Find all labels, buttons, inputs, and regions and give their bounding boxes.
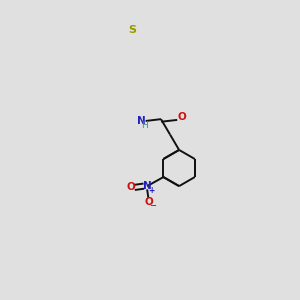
Text: O: O [178, 112, 187, 122]
Text: N: N [143, 181, 152, 191]
Text: N: N [137, 116, 146, 126]
Text: +: + [148, 185, 154, 194]
Text: H: H [141, 121, 148, 130]
Text: S: S [128, 26, 136, 35]
Text: O: O [127, 182, 136, 192]
Text: −: − [149, 201, 156, 210]
Text: O: O [144, 196, 153, 206]
